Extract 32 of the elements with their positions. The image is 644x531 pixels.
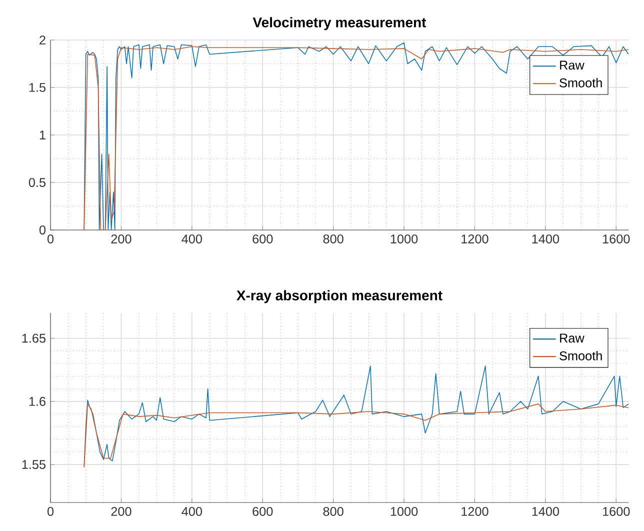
x-tick-label: 200 [111, 506, 132, 516]
chart-title: X-ray absorption measurement [236, 290, 442, 304]
legend-label: Raw [560, 60, 584, 70]
x-tick-label: 1000 [390, 506, 418, 516]
x-tick-label: 800 [323, 234, 344, 244]
x-tick-label: 400 [182, 234, 202, 244]
y-tick-label: 2 [40, 36, 46, 44]
x-tick-label: 1600 [603, 506, 630, 516]
chart-title: Velocimetry measurement [252, 17, 426, 30]
y-tick-label: 0.5 [28, 178, 46, 187]
x-tick-label: 1200 [462, 234, 488, 244]
x-tick-label: 1400 [532, 506, 560, 516]
x-tick-label: 0 [47, 506, 54, 516]
x-tick-label: 1400 [532, 234, 560, 244]
x-tick-label: 1200 [462, 506, 488, 516]
y-tick-label: 1 [40, 130, 46, 140]
legend-label: Smooth [560, 351, 602, 360]
y-tick-label: 1.5 [29, 83, 46, 92]
x-tick-label: 1600 [603, 234, 630, 244]
legend-label: Raw [560, 334, 584, 343]
legend-label: Smooth [560, 78, 602, 88]
x-tick-label: 600 [252, 234, 273, 244]
y-tick-label: 1.55 [22, 460, 46, 469]
y-tick-label: 1.65 [22, 334, 46, 343]
x-tick-label: 0 [47, 234, 54, 244]
x-tick-label: 600 [252, 506, 273, 516]
x-tick-label: 200 [111, 234, 132, 244]
y-tick-label: 1.6 [29, 396, 46, 406]
x-tick-label: 1000 [390, 234, 418, 244]
x-tick-label: 400 [182, 506, 202, 516]
x-tick-label: 800 [323, 506, 344, 516]
y-tick-label: 0 [39, 226, 46, 234]
